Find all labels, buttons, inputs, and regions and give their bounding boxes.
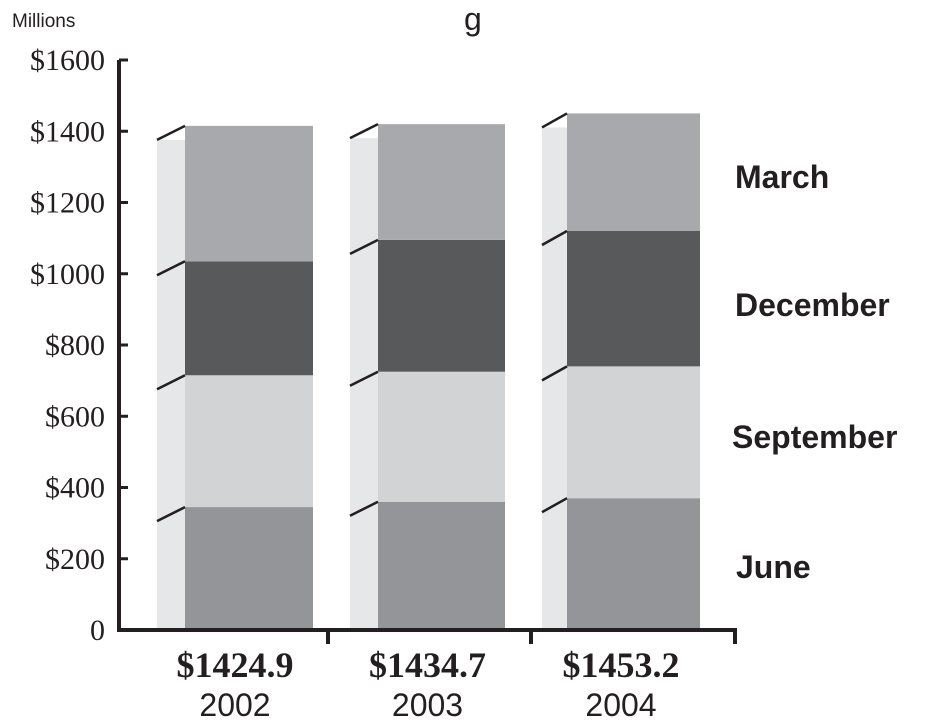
segment-edge-line — [349, 370, 379, 387]
y-tick-label: $400 — [45, 472, 105, 505]
bar-segment-september — [185, 375, 313, 508]
legend-label-september: September — [732, 419, 897, 455]
segment-edge-line — [541, 112, 568, 129]
bar-segment-september — [378, 371, 505, 502]
y-tick-label: $200 — [45, 543, 105, 576]
segment-edge-line — [541, 229, 568, 247]
bar-segment-june — [378, 501, 505, 630]
bar-segment-december — [185, 261, 313, 376]
y-tick-label: 0 — [90, 614, 105, 647]
bar-segment-december — [567, 231, 700, 367]
segment-edge-line — [156, 260, 186, 277]
legend: June September December March — [732, 159, 897, 585]
category-total-label: $1424.9 — [177, 645, 294, 685]
category-year-label: 2003 — [392, 687, 463, 723]
y-axis: 0 $200 $400 $600 $800 $1000 $1200 $1400 $1600 — [30, 44, 128, 647]
y-tick-label: $1400 — [30, 115, 105, 148]
category-total-label: $1434.7 — [369, 645, 486, 685]
y-tick-label: $1000 — [30, 258, 105, 291]
bars — [156, 112, 700, 630]
segment-edge-line — [541, 497, 568, 514]
legend-label-march: March — [735, 159, 829, 195]
bar-segment-september — [567, 366, 700, 499]
unit-label: Millions — [12, 11, 75, 32]
legend-label-june: June — [736, 549, 811, 585]
segment-edge-line — [156, 374, 186, 391]
y-tick-label: $1200 — [30, 187, 105, 220]
bar-segment-march — [567, 113, 700, 231]
y-tick-label: $600 — [45, 400, 105, 433]
bar-segment-june — [567, 498, 700, 630]
legend-label-december: December — [735, 287, 890, 323]
segment-edge-line — [349, 238, 379, 256]
category-year-label: 2002 — [199, 687, 270, 723]
segment-edge-line — [541, 365, 568, 382]
segment-edge-line — [349, 500, 379, 517]
category-year-label: 2004 — [585, 687, 656, 723]
y-tick-label: $1600 — [30, 44, 105, 77]
chart-title: g — [464, 1, 482, 37]
segment-edge-line — [156, 505, 186, 523]
bar-segment-march — [378, 124, 505, 240]
y-tick-label: $800 — [45, 329, 105, 362]
bar-side-panel — [157, 139, 185, 630]
bar-segment-june — [185, 507, 313, 630]
bar-segment-december — [378, 239, 505, 372]
category-total-label: $1453.2 — [563, 645, 680, 685]
segment-edge-line — [156, 124, 186, 142]
segment-edge-line — [349, 123, 379, 140]
bar-segment-march — [185, 125, 313, 262]
